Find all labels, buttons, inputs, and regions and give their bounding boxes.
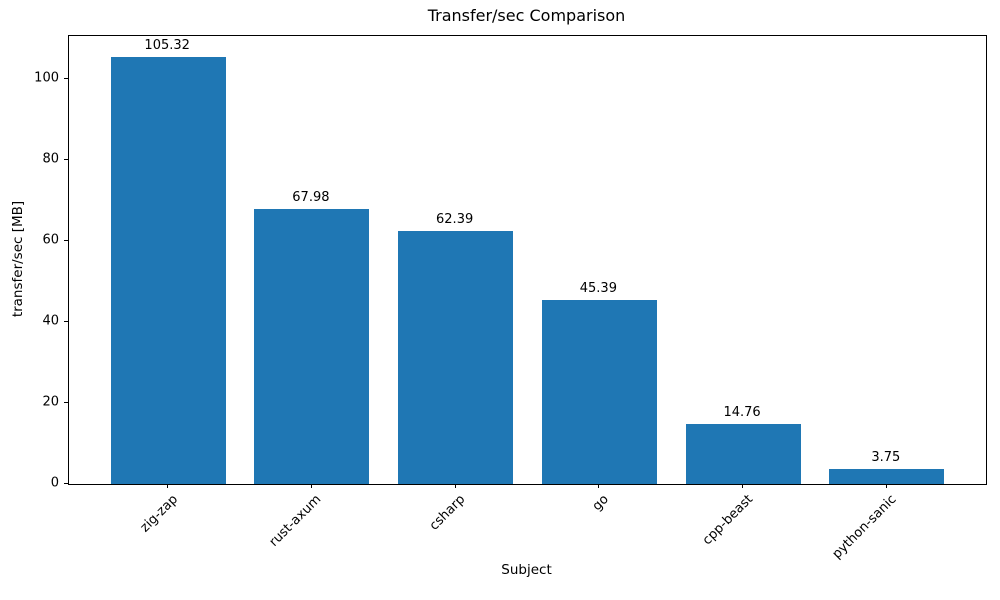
plot-area <box>68 35 987 485</box>
y-tick-label: 60 <box>42 232 59 248</box>
bar-cpp-beast <box>685 424 801 484</box>
bar-rust-axum <box>254 208 370 484</box>
x-tick-label: python-sanic <box>829 492 900 562</box>
bar-value-label: 45.39 <box>579 281 617 297</box>
y-tick-mark <box>64 483 68 484</box>
x-tick-label: rust-axum <box>266 492 325 550</box>
y-tick-label: 0 <box>50 475 59 491</box>
y-axis-label: transfer/sec [MB] <box>10 200 26 318</box>
bar-value-label: 67.98 <box>292 189 330 205</box>
bar-value-label: 14.76 <box>723 405 761 421</box>
bar-csharp <box>398 231 514 484</box>
chart-title: Transfer/sec Comparison <box>427 6 626 25</box>
y-tick-mark <box>64 239 68 241</box>
x-tick-mark <box>167 484 169 488</box>
x-tick-mark <box>310 484 312 488</box>
bar-value-label: 62.39 <box>436 212 474 228</box>
y-tick-label: 100 <box>34 70 59 86</box>
bar-go <box>541 300 657 484</box>
x-tick-mark <box>454 484 456 488</box>
bar-value-label: 3.75 <box>871 449 901 465</box>
y-tick-mark <box>64 401 68 403</box>
x-axis-label: Subject <box>501 562 552 578</box>
y-tick-label: 20 <box>42 394 59 410</box>
x-tick-label: cpp-beast <box>699 492 756 549</box>
y-tick-label: 80 <box>42 151 59 167</box>
bar-python-sanic <box>829 468 945 484</box>
x-tick-label: zig-zap <box>137 492 181 536</box>
y-tick-label: 40 <box>42 313 59 329</box>
x-tick-label: csharp <box>426 492 469 534</box>
bar-zig-zap <box>110 57 226 484</box>
x-tick-mark <box>885 484 887 488</box>
y-tick-mark <box>64 158 68 160</box>
y-tick-mark <box>64 320 68 322</box>
bar-value-label: 105.32 <box>144 38 190 54</box>
x-tick-mark <box>742 484 744 488</box>
y-tick-mark <box>64 77 68 79</box>
x-tick-mark <box>598 484 600 488</box>
x-tick-label: go <box>589 492 612 515</box>
